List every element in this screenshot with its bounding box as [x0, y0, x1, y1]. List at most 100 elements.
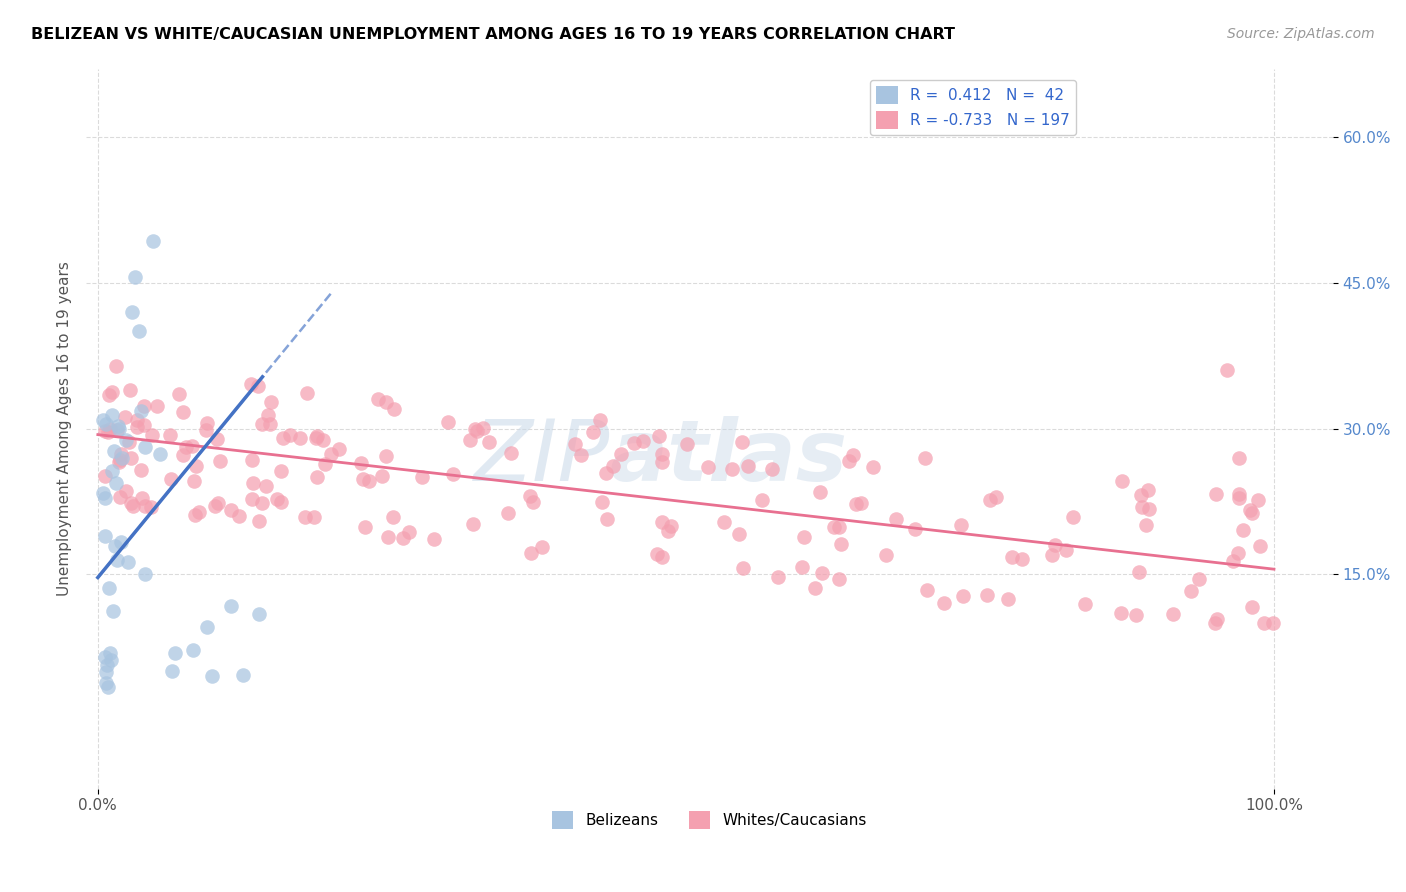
Point [266, 491, 288, 506]
Point [697, 460, 720, 475]
Point [110, 490, 132, 504]
Point [101, 604, 124, 618]
Point [288, 431, 311, 445]
Point [105, 553, 128, 567]
Point [1130, 500, 1153, 515]
Point [352, 472, 374, 486]
Point [467, 425, 489, 439]
Point [232, 668, 254, 682]
Point [186, 458, 208, 473]
Point [183, 474, 205, 488]
Point [302, 509, 325, 524]
Point [305, 431, 328, 445]
Point [94, 649, 117, 664]
Point [1240, 600, 1263, 615]
Point [254, 479, 277, 493]
Point [1054, 543, 1077, 558]
Point [195, 416, 218, 430]
Point [460, 433, 482, 447]
Point [167, 386, 190, 401]
Point [162, 665, 184, 679]
Point [790, 560, 813, 574]
Point [391, 531, 413, 545]
Point [207, 496, 229, 510]
Point [94, 424, 117, 438]
Point [219, 599, 242, 613]
Point [932, 596, 955, 610]
Point [122, 499, 145, 513]
Point [118, 383, 141, 397]
Point [588, 413, 610, 427]
Point [141, 428, 163, 442]
Point [371, 469, 394, 483]
Point [131, 404, 153, 418]
Point [731, 435, 754, 450]
Point [851, 495, 873, 509]
Point [1062, 510, 1084, 524]
Point [349, 456, 371, 470]
Point [1239, 502, 1261, 516]
Point [242, 476, 264, 491]
Point [591, 495, 613, 509]
Point [305, 428, 328, 442]
Point [737, 459, 759, 474]
Point [98, 421, 121, 435]
Point [103, 443, 125, 458]
Point [270, 464, 292, 478]
Point [949, 517, 972, 532]
Point [195, 620, 218, 634]
Point [1253, 616, 1275, 631]
Point [240, 453, 263, 467]
Point [134, 566, 156, 581]
Point [246, 378, 269, 392]
Point [761, 462, 783, 476]
Point [240, 491, 263, 506]
Point [105, 476, 128, 491]
Point [623, 436, 645, 450]
Point [97, 425, 120, 439]
Point [651, 515, 673, 529]
Point [100, 652, 122, 666]
Point [564, 437, 586, 451]
Point [270, 495, 292, 509]
Point [478, 434, 501, 449]
Point [124, 269, 146, 284]
Point [1227, 546, 1250, 560]
Point [205, 432, 228, 446]
Point [1227, 491, 1250, 505]
Point [375, 449, 398, 463]
Point [107, 418, 129, 433]
Point [997, 592, 1019, 607]
Point [472, 420, 495, 434]
Point [645, 547, 668, 561]
Point [98, 647, 121, 661]
Point [247, 514, 270, 528]
Point [1011, 552, 1033, 566]
Point [367, 392, 389, 406]
Point [727, 527, 749, 541]
Point [464, 422, 486, 436]
Point [163, 646, 186, 660]
Point [1222, 554, 1244, 568]
Point [651, 549, 673, 564]
Point [1125, 607, 1147, 622]
Point [828, 519, 851, 533]
Point [1204, 616, 1226, 631]
Point [610, 447, 633, 461]
Point [1130, 488, 1153, 502]
Point [1111, 474, 1133, 488]
Point [377, 530, 399, 544]
Point [582, 425, 605, 439]
Point [1227, 486, 1250, 500]
Point [631, 434, 654, 449]
Point [146, 399, 169, 413]
Point [411, 470, 433, 484]
Point [131, 491, 153, 505]
Point [1247, 493, 1270, 508]
Point [240, 376, 263, 391]
Point [520, 546, 543, 560]
Point [808, 484, 831, 499]
Point [1180, 584, 1202, 599]
Point [659, 519, 682, 533]
Point [1111, 606, 1133, 620]
